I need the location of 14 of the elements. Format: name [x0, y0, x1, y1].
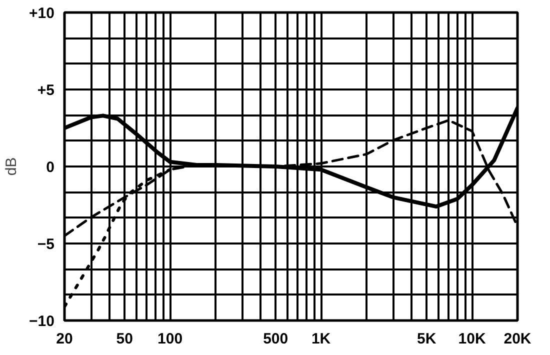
x-tick-label: 50	[116, 330, 133, 348]
x-tick-label: 10K	[458, 330, 486, 348]
y-tick-label: 0	[46, 159, 54, 176]
y-axis-title: dB	[3, 157, 20, 176]
x-tick-label: 1K	[311, 330, 331, 348]
x-tick-label: 500	[263, 330, 288, 348]
x-tick-label: 20	[56, 330, 73, 348]
y-tick-label: +10	[29, 5, 55, 22]
x-tick-label: 5K	[417, 330, 436, 348]
y-tick-label: −5	[37, 236, 55, 253]
y-tick-label: +5	[37, 82, 55, 99]
x-tick-label: 20K	[504, 330, 532, 348]
x-tick-label: 100	[158, 330, 183, 348]
y-tick-label: −10	[29, 313, 55, 330]
